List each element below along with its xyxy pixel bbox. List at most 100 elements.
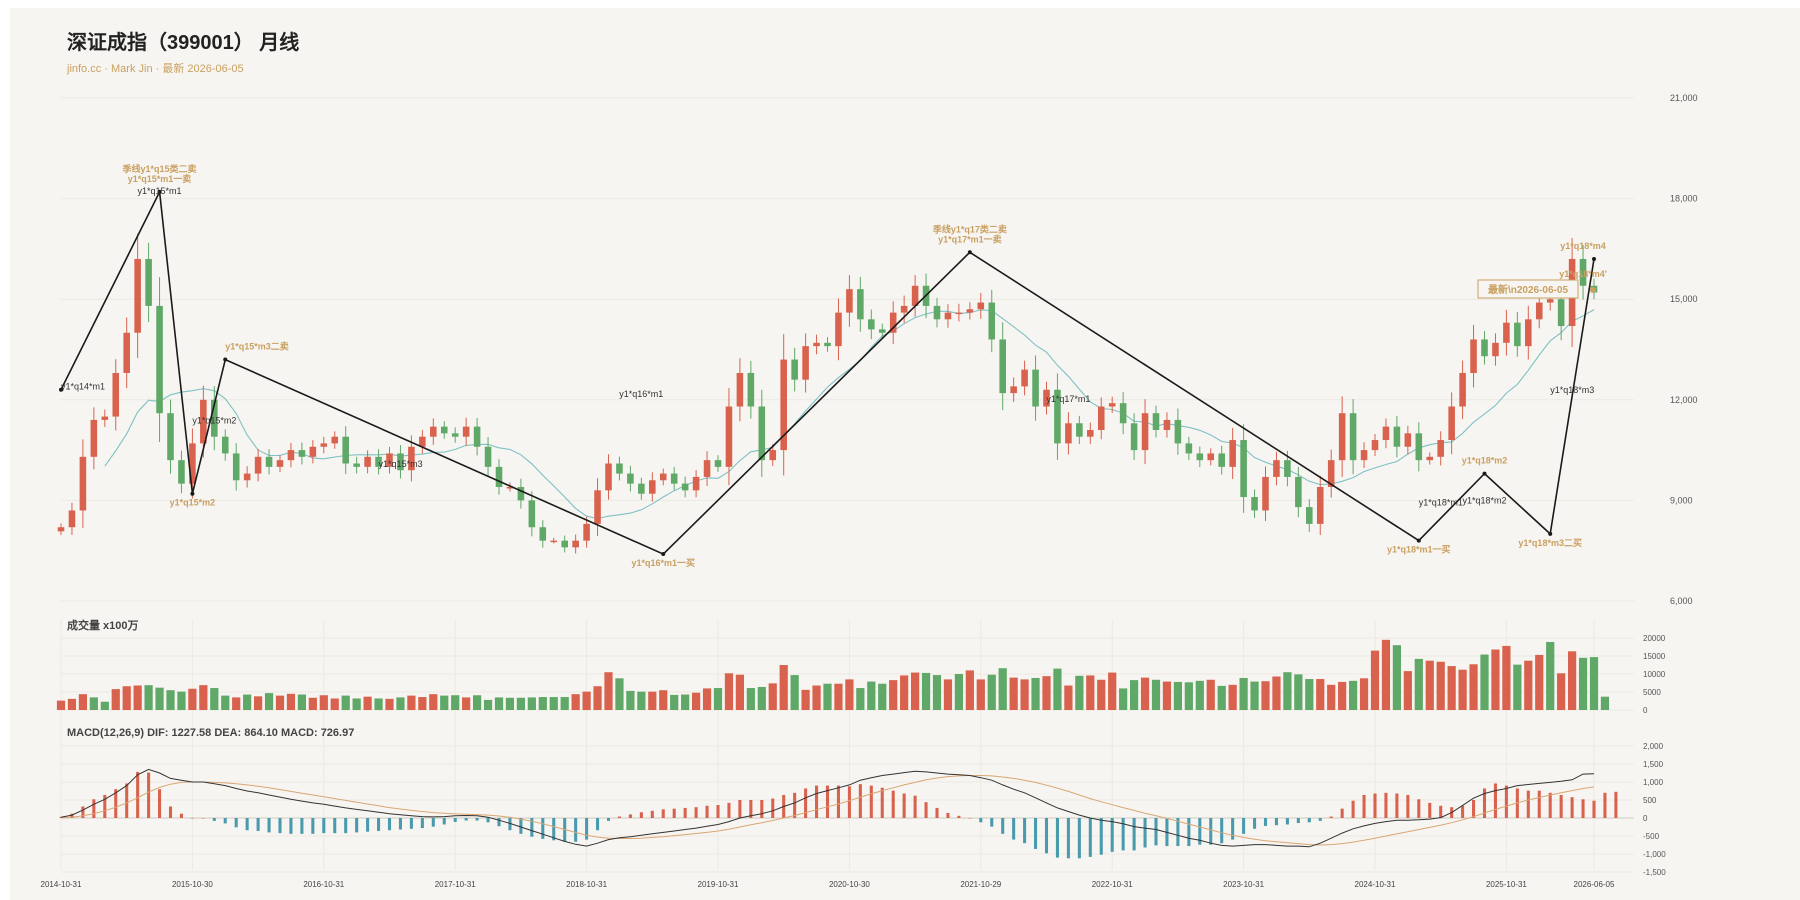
- candle-body: [79, 456, 87, 511]
- volume-bar: [790, 675, 799, 710]
- candle-body: [287, 450, 295, 461]
- candle-body: [528, 500, 536, 528]
- macd-bar: [530, 818, 534, 837]
- macd-bar: [836, 785, 840, 818]
- annotation-label: y1*q18*m3: [1550, 385, 1594, 395]
- macd-bar: [1176, 818, 1180, 847]
- macd-bar: [1384, 792, 1388, 818]
- volume-bar: [1316, 679, 1325, 710]
- volume-bar: [451, 695, 460, 710]
- volume-bar: [341, 695, 350, 710]
- dif-line: [60, 768, 1595, 848]
- volume-bar: [199, 685, 208, 710]
- macd-bar: [946, 812, 950, 818]
- volume-bar: [538, 697, 547, 710]
- candle-body: [145, 258, 152, 306]
- macd-bar: [1537, 790, 1541, 818]
- candle-body: [1087, 429, 1094, 437]
- volume-bar: [144, 685, 153, 710]
- macd-title: MACD(12,26,9) DIF: 1227.58 DEA: 864.10 M…: [67, 727, 354, 739]
- date-tick-label: 2025-10-31: [1486, 880, 1527, 889]
- macd-bar: [1548, 792, 1552, 818]
- candle-body: [484, 446, 492, 467]
- volume-bar: [1524, 660, 1533, 710]
- candle-body: [178, 460, 185, 484]
- macd-bar: [606, 818, 611, 821]
- candle-body: [725, 406, 733, 467]
- volume-bar: [297, 694, 307, 710]
- candle-body: [112, 372, 120, 417]
- volume-bar: [330, 698, 339, 710]
- macd-bar: [344, 818, 348, 834]
- candle-body: [659, 473, 667, 481]
- price-tick-label: 15,000: [1670, 294, 1698, 304]
- macd-bar: [1012, 818, 1016, 840]
- macd-bar: [825, 785, 830, 818]
- zigzag-pivot: [190, 491, 195, 496]
- macd-bar: [935, 807, 939, 818]
- volume-bar: [757, 686, 766, 710]
- volume-bar: [352, 698, 361, 710]
- macd-bar: [1472, 800, 1476, 818]
- macd-bar: [179, 813, 183, 818]
- volume-tick-label: 15000: [1643, 652, 1666, 661]
- volume-bar: [1305, 679, 1314, 710]
- macd-bar: [442, 818, 446, 825]
- candle-body: [1032, 369, 1039, 407]
- candle-body: [298, 450, 306, 457]
- macd-bar: [1559, 794, 1563, 818]
- volume-bar: [932, 675, 942, 710]
- volume-bar: [1206, 679, 1215, 710]
- volume-bar: [111, 689, 120, 710]
- macd-bar: [716, 805, 720, 818]
- macd-bar: [486, 818, 490, 823]
- volume-bar: [582, 691, 591, 710]
- candle-body: [1185, 443, 1193, 454]
- volume-bar: [122, 686, 131, 710]
- annotation-label: y1*q15*m3二卖: [225, 341, 289, 352]
- candle-body: [1503, 322, 1510, 343]
- macd-bar: [858, 784, 862, 818]
- volume-bar: [100, 701, 109, 710]
- macd-bar: [847, 786, 851, 818]
- volume-bar: [801, 689, 810, 710]
- volume-bar: [1381, 639, 1391, 710]
- volume-bar: [494, 697, 504, 710]
- macd-bar: [1307, 818, 1311, 823]
- candle-body: [517, 486, 525, 501]
- macd-tick-label: 0: [1643, 814, 1648, 823]
- annotation-label: 季线y1*q17类二卖: [932, 223, 1007, 234]
- macd-bar: [1198, 818, 1202, 845]
- candle-body: [539, 527, 547, 541]
- volume-bar: [275, 695, 285, 710]
- macd-tick-label: 2,000: [1643, 742, 1664, 751]
- macd-bar: [1263, 818, 1268, 826]
- candle-body: [649, 480, 656, 494]
- volume-bar: [232, 697, 241, 710]
- volume-bar: [1140, 677, 1150, 710]
- candle-body: [451, 433, 459, 437]
- volume-bar: [374, 698, 383, 710]
- volume-bar: [1129, 680, 1139, 710]
- volume-bar: [713, 688, 723, 710]
- candle-body: [200, 399, 207, 444]
- macd-bar: [683, 807, 687, 818]
- candle-body: [1273, 460, 1280, 477]
- macd-bar: [694, 807, 698, 818]
- macd-bar: [1351, 800, 1355, 818]
- macd-bar: [913, 795, 917, 818]
- chart-title: 深证成指（399001） 月线: [67, 32, 300, 54]
- macd-bar: [387, 818, 392, 831]
- volume-bar: [516, 697, 526, 710]
- volume-bar: [1250, 681, 1259, 710]
- macd-bar: [1373, 793, 1377, 818]
- volume-bar: [1458, 669, 1467, 710]
- volume-bar: [659, 690, 668, 710]
- annotation-label: 季线y1*q15类二卖: [122, 163, 197, 174]
- macd-bar: [1362, 794, 1366, 818]
- macd-bar: [552, 818, 556, 841]
- macd-bar: [1110, 818, 1114, 852]
- macd-bar: [1318, 818, 1322, 821]
- volume-bar: [1075, 675, 1084, 710]
